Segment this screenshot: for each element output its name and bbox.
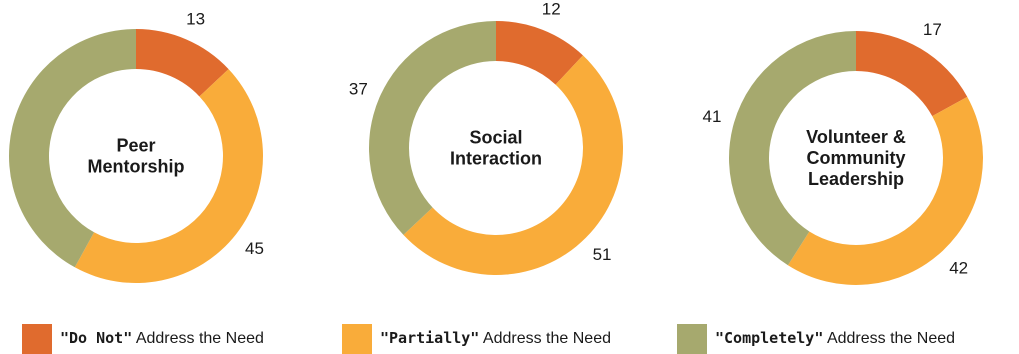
legend-label-do-not: "Do Not" Address the Need <box>60 323 264 354</box>
slice-partially <box>788 97 983 285</box>
legend-label-partially: "Partially" Address the Need <box>380 323 611 354</box>
donut-chart-1: 134542PeerMentorship <box>0 9 264 283</box>
data-label-partially: 42 <box>949 258 968 277</box>
data-label-completely: 41 <box>702 107 721 126</box>
data-label-completely: 37 <box>349 79 368 98</box>
legend-swatch-do-not <box>22 324 52 354</box>
data-label-partially: 45 <box>245 239 264 258</box>
legend-label-completely: "Completely" Address the Need <box>715 323 955 354</box>
legend-item-completely: "Completely" Address the Need <box>677 323 955 354</box>
data-label-partially: 51 <box>593 245 612 264</box>
legend-item-partially: "Partially" Address the Need <box>342 323 611 354</box>
data-label-do-not: 17 <box>923 20 942 39</box>
legend-swatch-completely <box>677 324 707 354</box>
legend-item-do-not: "Do Not" Address the Need <box>22 323 264 354</box>
data-label-do-not: 13 <box>186 9 205 28</box>
slice-do-not <box>856 31 967 116</box>
legend: "Do Not" Address the Need "Partially" Ad… <box>0 320 1019 352</box>
legend-swatch-partially <box>342 324 372 354</box>
data-label-do-not: 12 <box>542 0 561 19</box>
